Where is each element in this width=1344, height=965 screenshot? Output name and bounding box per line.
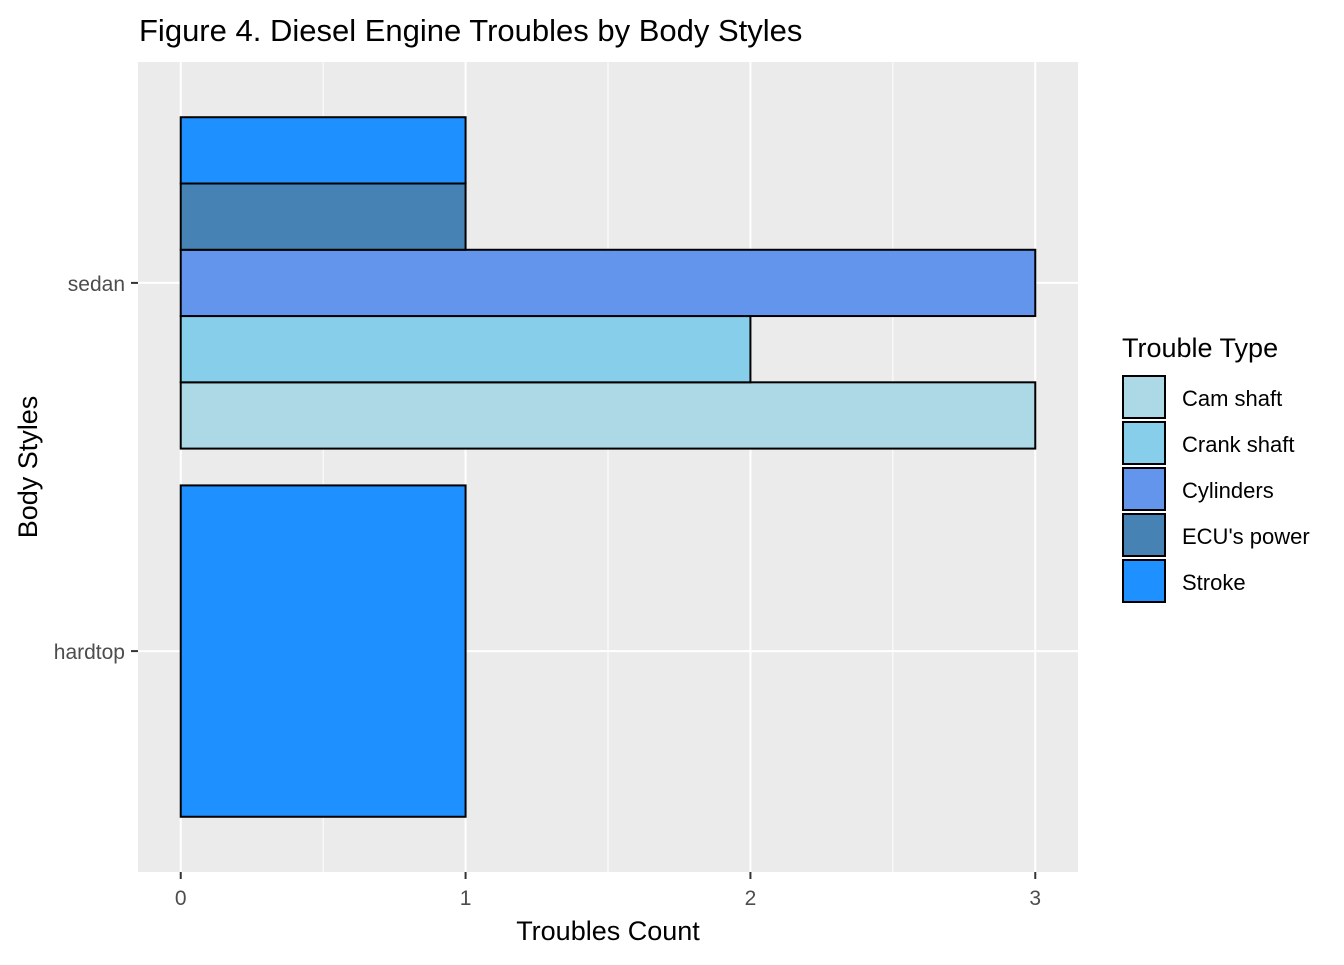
bar-sedan-cam-shaft <box>179 381 1037 450</box>
x-axis-title: Troubles Count <box>516 916 700 946</box>
legend-key <box>1122 559 1166 603</box>
y-tick-label: hardtop <box>54 641 125 664</box>
chart-title: Figure 4. Diesel Engine Troubles by Body… <box>139 13 802 48</box>
x-tick-label: 0 <box>175 887 187 910</box>
x-tick-label: 2 <box>745 887 757 910</box>
bar-sedan-crank-shaft <box>179 315 752 384</box>
y-axis-title: Body Styles <box>13 396 43 539</box>
legend-label: Cylinders <box>1182 478 1274 503</box>
bar-sedan-ecu-s-power <box>179 182 467 251</box>
bar-sedan-cylinders <box>179 248 1037 318</box>
bars <box>179 116 1037 818</box>
legend-label: ECU's power <box>1182 524 1310 549</box>
legend-items: Cam shaft Crank shaft Cylinders ECU's power… <box>1122 375 1310 603</box>
legend-title: Trouble Type <box>1122 333 1278 363</box>
legend-key <box>1122 421 1166 465</box>
legend-key <box>1122 513 1166 557</box>
y-tick-label: sedan <box>68 273 125 296</box>
legend-key <box>1122 375 1166 419</box>
legend-label: Cam shaft <box>1182 386 1282 411</box>
bar-sedan-stroke <box>179 116 467 185</box>
legend-label: Crank shaft <box>1182 432 1295 457</box>
x-axis: 0 1 2 3 <box>175 872 1041 910</box>
legend-key <box>1122 467 1166 511</box>
x-tick-label: 1 <box>460 887 472 910</box>
legend: Trouble Type Cam shaft Crank shaft Cylinde… <box>1122 333 1310 603</box>
x-tick-label: 3 <box>1029 887 1041 910</box>
bar-hardtop-stroke <box>179 484 467 818</box>
y-axis: hardtop sedan <box>54 273 138 664</box>
legend-label: Stroke <box>1182 570 1246 595</box>
